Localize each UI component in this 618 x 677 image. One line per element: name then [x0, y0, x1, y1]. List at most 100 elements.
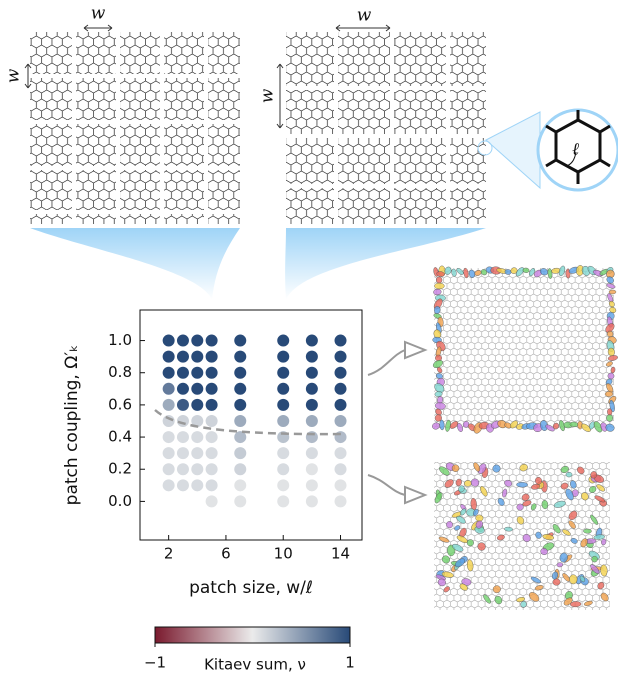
petal — [568, 520, 576, 529]
dot — [277, 463, 290, 476]
petal — [530, 483, 541, 490]
w-label: w — [91, 4, 106, 24]
petal — [530, 503, 537, 511]
dot — [234, 366, 247, 379]
dot — [191, 414, 204, 427]
x-tick-label: 6 — [221, 545, 231, 563]
petal — [535, 531, 542, 539]
dot — [176, 479, 189, 492]
petal — [604, 391, 614, 397]
petal — [516, 597, 526, 603]
petal — [452, 543, 464, 552]
petal — [583, 528, 592, 534]
petal — [456, 268, 464, 275]
petal — [492, 464, 501, 473]
petal — [470, 478, 480, 487]
petal — [522, 500, 532, 507]
petal — [443, 586, 450, 593]
dot — [234, 431, 247, 444]
dot — [234, 382, 247, 395]
dot — [191, 350, 204, 363]
dot — [334, 398, 347, 411]
petal — [591, 555, 598, 563]
dot — [162, 447, 175, 460]
petal — [515, 267, 525, 277]
petal — [521, 493, 530, 501]
petal — [569, 574, 578, 585]
petal — [610, 366, 616, 374]
y-tick-label: 0.2 — [108, 460, 132, 478]
petal — [601, 538, 607, 546]
petal — [534, 585, 544, 591]
dot — [162, 382, 175, 395]
dimension-arrows — [24, 24, 391, 129]
x-tick-label: 14 — [331, 545, 350, 563]
petal — [565, 488, 574, 501]
dot — [234, 479, 247, 492]
dot — [162, 479, 175, 492]
petal — [597, 581, 605, 590]
petal — [475, 520, 483, 529]
dot — [176, 414, 189, 427]
dot — [205, 398, 218, 411]
dot — [162, 414, 175, 427]
l-label: ℓ — [572, 140, 579, 160]
petal — [455, 558, 466, 568]
dot — [305, 366, 318, 379]
plot-area — [140, 334, 347, 540]
x-axis-label: patch size, w/ℓ — [189, 578, 313, 598]
petal — [581, 423, 591, 432]
dot — [191, 366, 204, 379]
dot — [205, 414, 218, 427]
dot — [205, 366, 218, 379]
dot — [277, 398, 290, 411]
dot — [176, 350, 189, 363]
petal — [600, 592, 609, 602]
dot — [277, 350, 290, 363]
petal — [483, 594, 491, 604]
petal — [590, 564, 600, 574]
dot — [305, 398, 318, 411]
petal — [510, 420, 518, 429]
y-tick-label: 0.6 — [108, 395, 132, 413]
dot — [305, 463, 318, 476]
funnel — [30, 228, 240, 300]
y-tick-label: 1.0 — [108, 331, 132, 349]
petal — [539, 268, 549, 276]
petal — [494, 595, 503, 605]
petal — [464, 480, 472, 487]
petal — [444, 479, 454, 488]
petal — [542, 534, 555, 541]
petal — [439, 419, 445, 431]
petal — [460, 508, 467, 516]
x-tick-label: 2 — [164, 545, 174, 563]
dot — [234, 463, 247, 476]
petal — [608, 300, 615, 308]
petal — [449, 421, 459, 429]
petal — [607, 408, 613, 416]
petal — [596, 484, 605, 492]
petal — [583, 600, 593, 606]
dot — [334, 463, 347, 476]
dot — [191, 382, 204, 395]
funnel — [285, 228, 486, 300]
petal — [552, 578, 561, 586]
petal — [434, 492, 443, 504]
petal — [605, 323, 615, 333]
dot — [334, 414, 347, 427]
dot — [234, 495, 247, 508]
petal — [607, 372, 615, 380]
petal — [434, 306, 441, 314]
petal — [606, 414, 614, 422]
petal — [446, 521, 453, 529]
petal — [528, 268, 536, 277]
petal — [504, 479, 513, 487]
petal — [593, 534, 605, 540]
dot — [334, 334, 347, 347]
petal — [605, 361, 613, 367]
dot — [162, 431, 175, 444]
colorbar-tick-label: 1 — [345, 654, 355, 672]
petal — [436, 276, 443, 284]
colorbar — [154, 626, 351, 644]
